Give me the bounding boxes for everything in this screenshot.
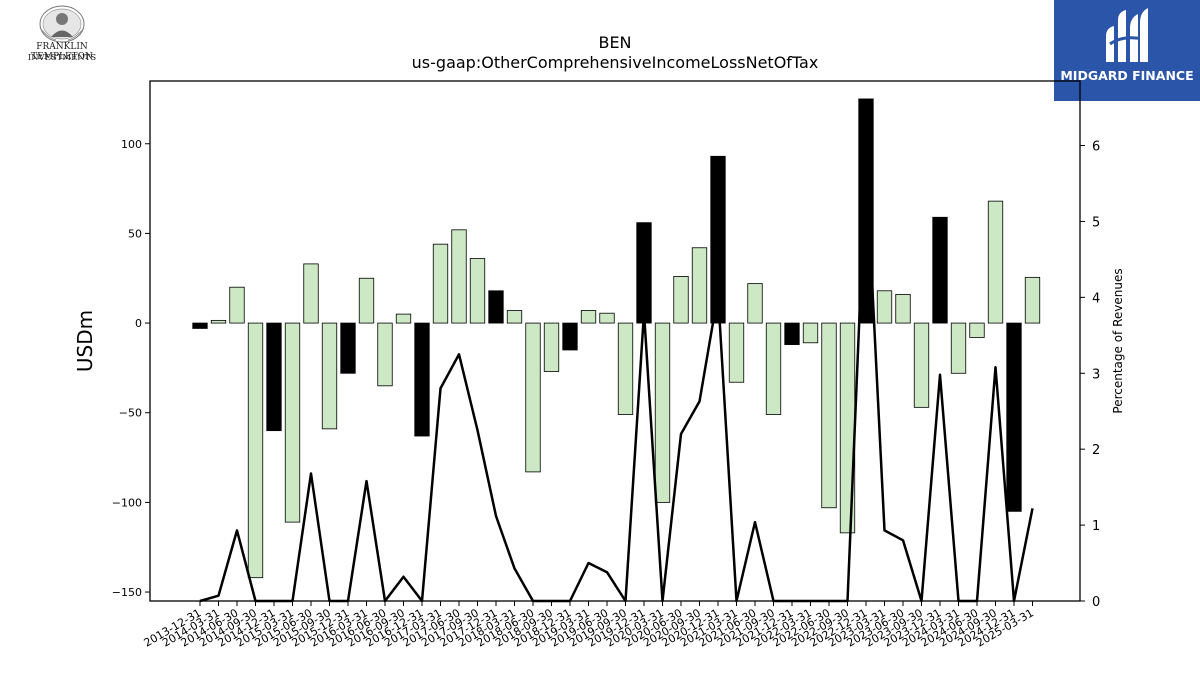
bar-2016-09-30 (396, 314, 411, 323)
bar-2015-06-30 (304, 264, 319, 323)
y2-tick-label: 3 (1092, 367, 1100, 382)
y-axis-left: −150 −100 −50 0 50 100 (112, 138, 150, 599)
chart-title: BEN (598, 33, 631, 52)
bar-2018-12-31 (563, 323, 578, 350)
bar-2019-03-31 (581, 311, 596, 324)
bar-2016-12-31 (415, 323, 430, 436)
bar-2017-12-31 (489, 291, 504, 323)
bar-2021-12-31 (785, 323, 800, 345)
bar-2019-06-30 (600, 313, 615, 323)
bar-2014-09-30 (248, 323, 263, 578)
bar-2021-09-30 (766, 323, 781, 414)
y2-tick-label: 5 (1092, 215, 1100, 230)
bar-2017-03-31 (433, 244, 448, 323)
bar-2017-06-30 (452, 230, 467, 323)
x-axis: 2013-12-312014-03-312014-06-302014-09-30… (142, 601, 1036, 650)
y2-tick-label: 4 (1092, 291, 1100, 306)
bar-2023-06-30 (896, 294, 911, 323)
bar-2014-12-31 (267, 323, 282, 431)
bars-layer (193, 99, 1040, 578)
y2-axis-label: Percentage of Revenues (1111, 268, 1125, 413)
bar-2021-06-30 (748, 284, 763, 323)
bar-2018-09-30 (544, 323, 559, 371)
bar-2019-12-31 (637, 223, 652, 323)
y-tick-label: 0 (135, 317, 142, 330)
bar-2024-12-31 (1007, 323, 1022, 511)
bar-2014-06-30 (230, 287, 245, 323)
chart-subtitle: us-gaap:OtherComprehensiveIncomeLossNetO… (412, 53, 819, 72)
bar-2020-06-30 (674, 276, 689, 323)
y2-tick-label: 0 (1092, 595, 1100, 610)
bar-2024-09-30 (988, 201, 1003, 323)
bar-2019-09-30 (618, 323, 633, 414)
bar-2018-06-30 (526, 323, 541, 472)
y-axis-label: USDm (73, 310, 97, 372)
bar-2023-12-31 (933, 217, 948, 323)
bar-2014-03-31 (211, 320, 226, 323)
bar-2023-03-31 (877, 291, 892, 323)
bar-2022-06-30 (822, 323, 837, 508)
y-tick-label: −100 (112, 496, 142, 509)
bar-2021-03-31 (729, 323, 744, 382)
bar-2020-09-30 (692, 248, 707, 323)
y2-tick-label: 1 (1092, 519, 1100, 534)
bar-2023-09-30 (914, 323, 929, 407)
y-tick-label: 50 (128, 227, 142, 240)
bar-2020-03-31 (655, 323, 670, 502)
chart: BEN us-gaap:OtherComprehensiveIncomeLoss… (0, 0, 1200, 675)
bar-2025-03-31 (1025, 277, 1040, 323)
bar-2018-03-31 (507, 311, 522, 324)
bar-2024-03-31 (951, 323, 966, 373)
bar-2015-03-31 (285, 323, 300, 522)
bar-2015-12-31 (341, 323, 356, 373)
y2-tick-label: 6 (1092, 140, 1100, 155)
bar-2022-03-31 (803, 323, 818, 343)
y-tick-label: −150 (112, 586, 142, 599)
bar-2013-12-31 (193, 323, 208, 328)
bar-2016-03-31 (359, 278, 374, 323)
y-tick-label: 100 (121, 138, 142, 151)
y2-tick-label: 2 (1092, 443, 1100, 458)
bar-2024-06-30 (970, 323, 985, 337)
y-tick-label: −50 (119, 407, 142, 420)
bar-2015-09-30 (322, 323, 337, 429)
y-axis-right: 0 1 2 3 4 5 6 (1080, 140, 1100, 610)
bar-2016-06-30 (378, 323, 393, 386)
bar-2017-09-30 (470, 259, 485, 324)
